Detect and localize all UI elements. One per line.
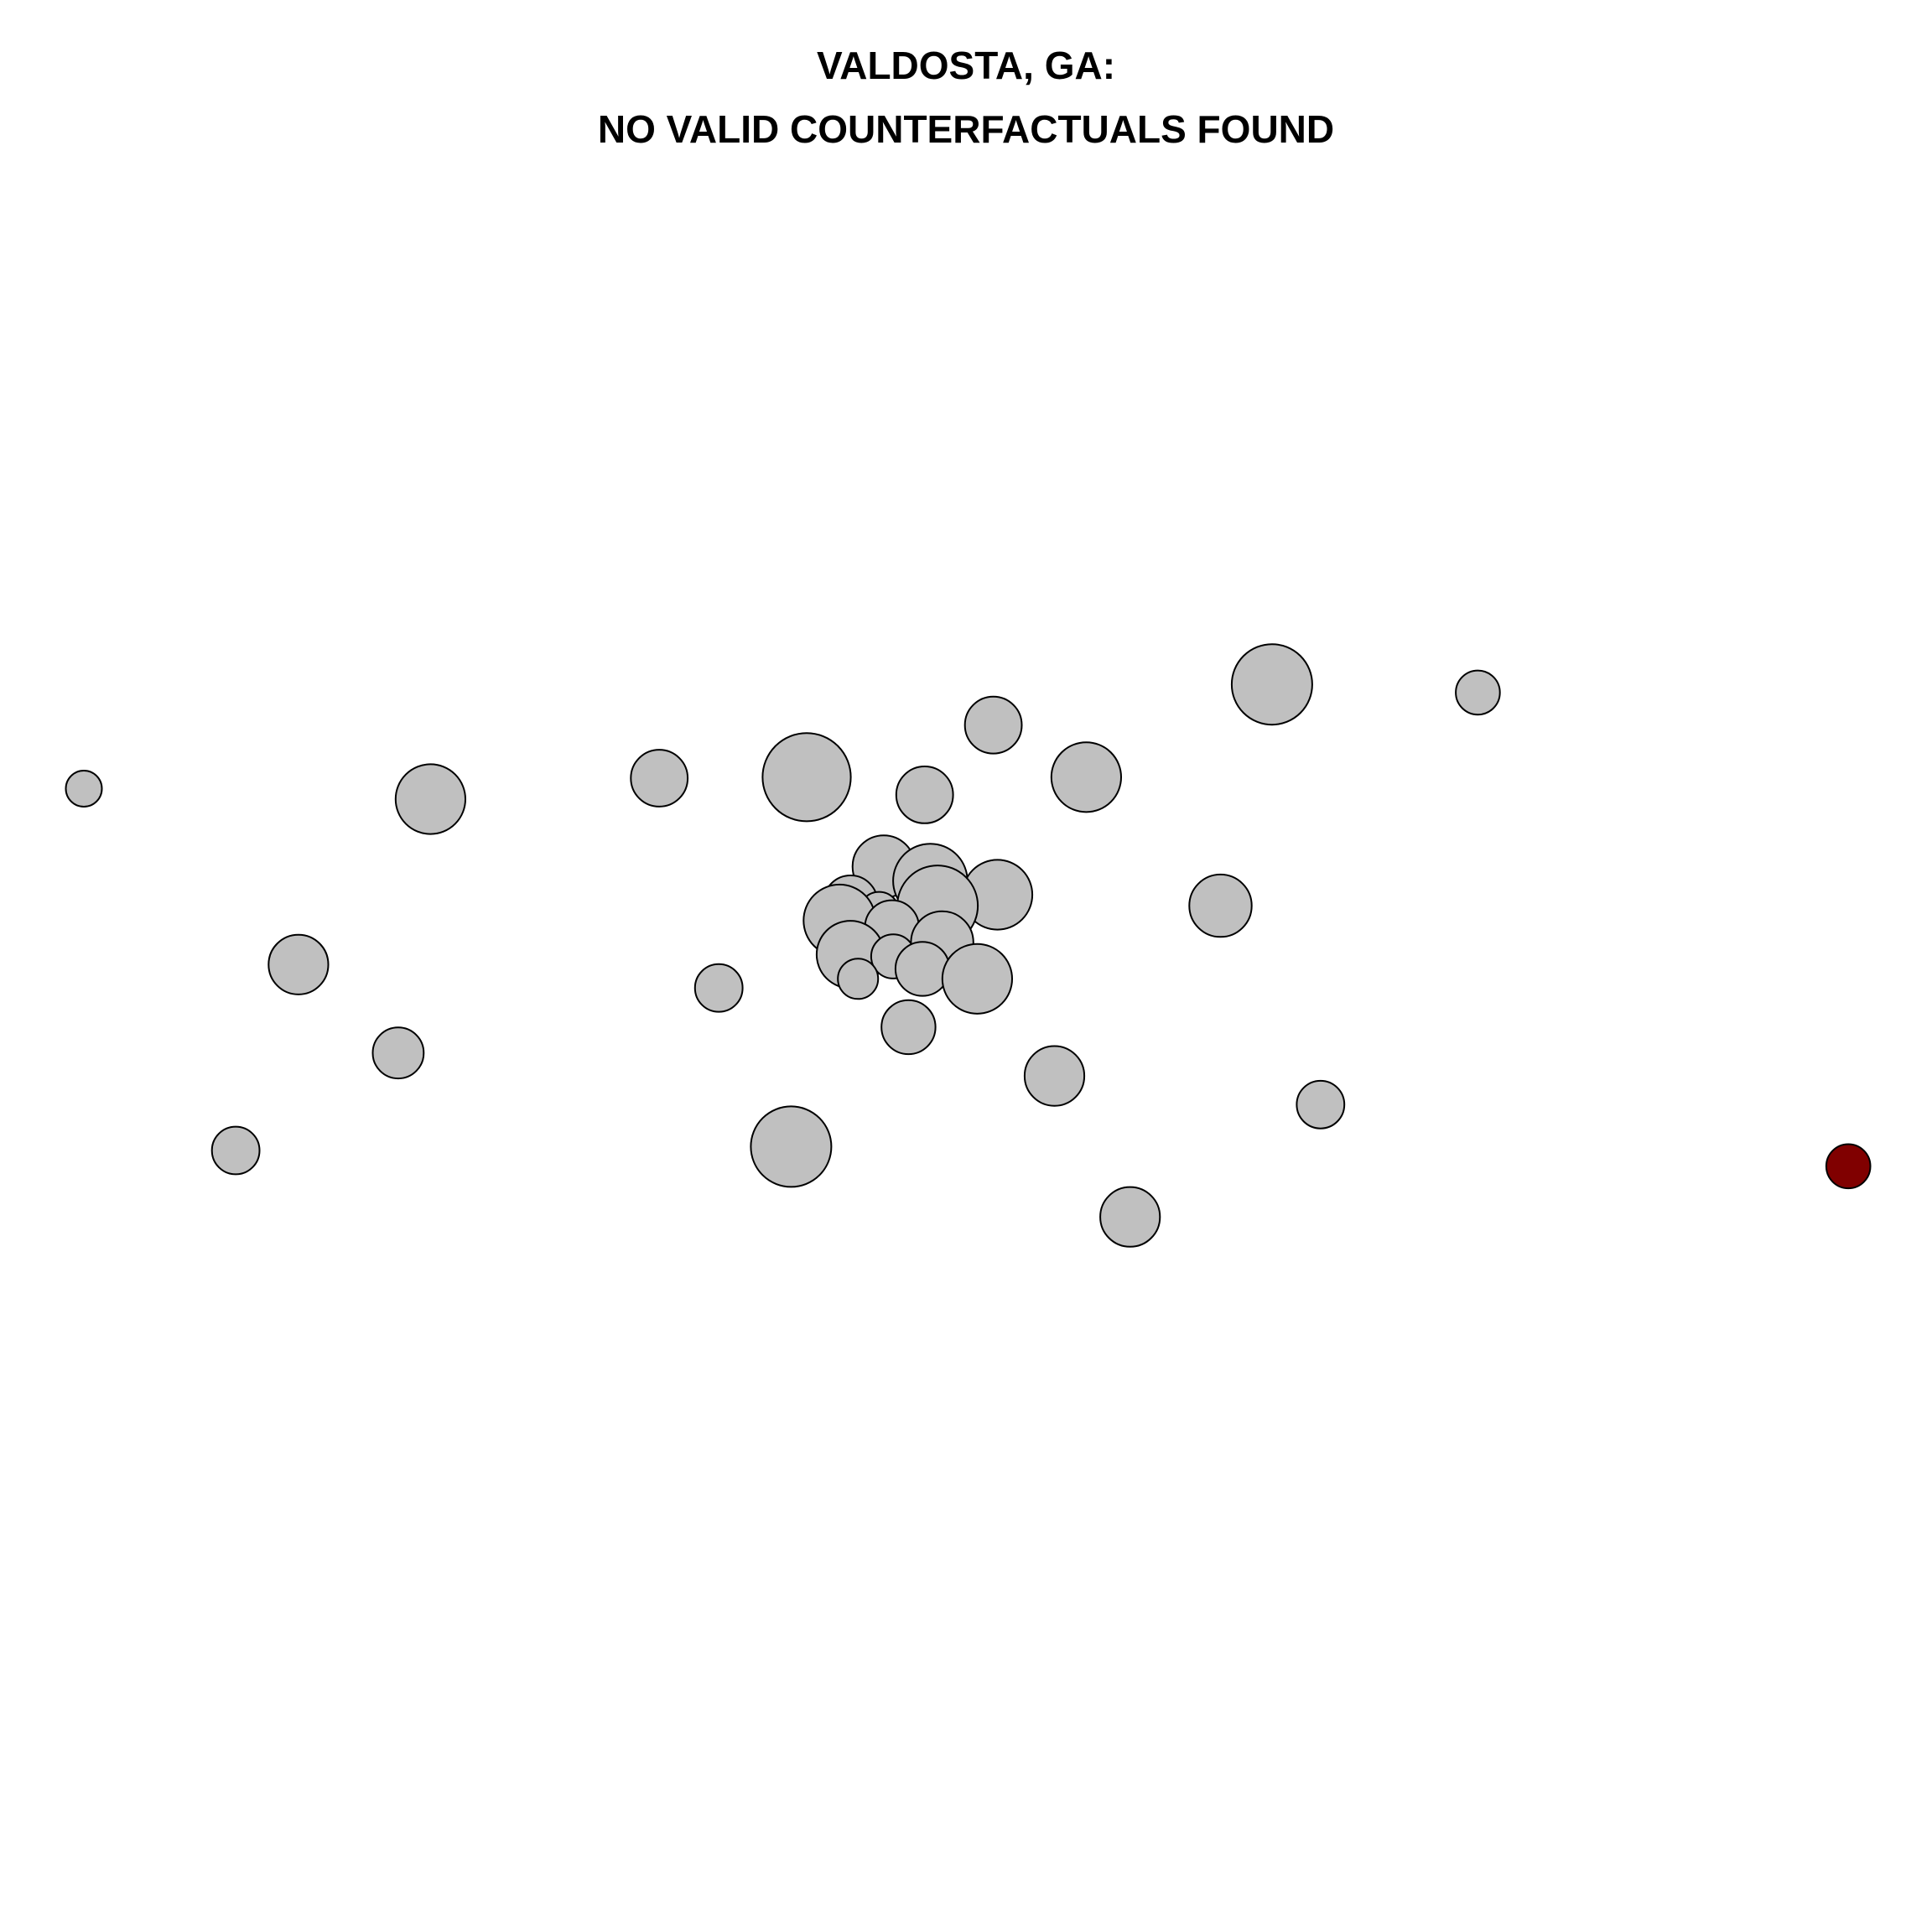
data-point bbox=[1050, 741, 1123, 813]
data-point bbox=[761, 732, 852, 823]
data-point bbox=[394, 763, 467, 835]
data-point bbox=[880, 999, 937, 1056]
data-point bbox=[1099, 1186, 1161, 1248]
data-point bbox=[750, 1105, 833, 1188]
chart-title-line-1: VALDOSTA, GA: bbox=[816, 44, 1116, 87]
data-point bbox=[1188, 873, 1253, 938]
data-point bbox=[1230, 643, 1313, 726]
data-point bbox=[630, 749, 689, 808]
chart-title: VALDOSTA, GA: NO VALID COUNTERFACTUALS F… bbox=[0, 34, 1932, 161]
data-point bbox=[65, 770, 103, 808]
data-point bbox=[963, 695, 1023, 755]
data-point bbox=[210, 1125, 261, 1176]
data-point bbox=[1296, 1079, 1346, 1130]
data-point bbox=[693, 963, 744, 1013]
data-point bbox=[267, 933, 330, 995]
data-point bbox=[894, 941, 951, 997]
data-point bbox=[837, 958, 880, 1000]
data-point bbox=[1455, 669, 1501, 716]
data-point bbox=[895, 766, 954, 824]
chart-title-line-2: NO VALID COUNTERFACTUALS FOUND bbox=[597, 107, 1335, 151]
data-point bbox=[1023, 1045, 1086, 1107]
points-layer bbox=[65, 643, 1872, 1248]
highlighted-point bbox=[1825, 1143, 1872, 1190]
data-point bbox=[371, 1026, 425, 1080]
data-point bbox=[941, 943, 1014, 1015]
